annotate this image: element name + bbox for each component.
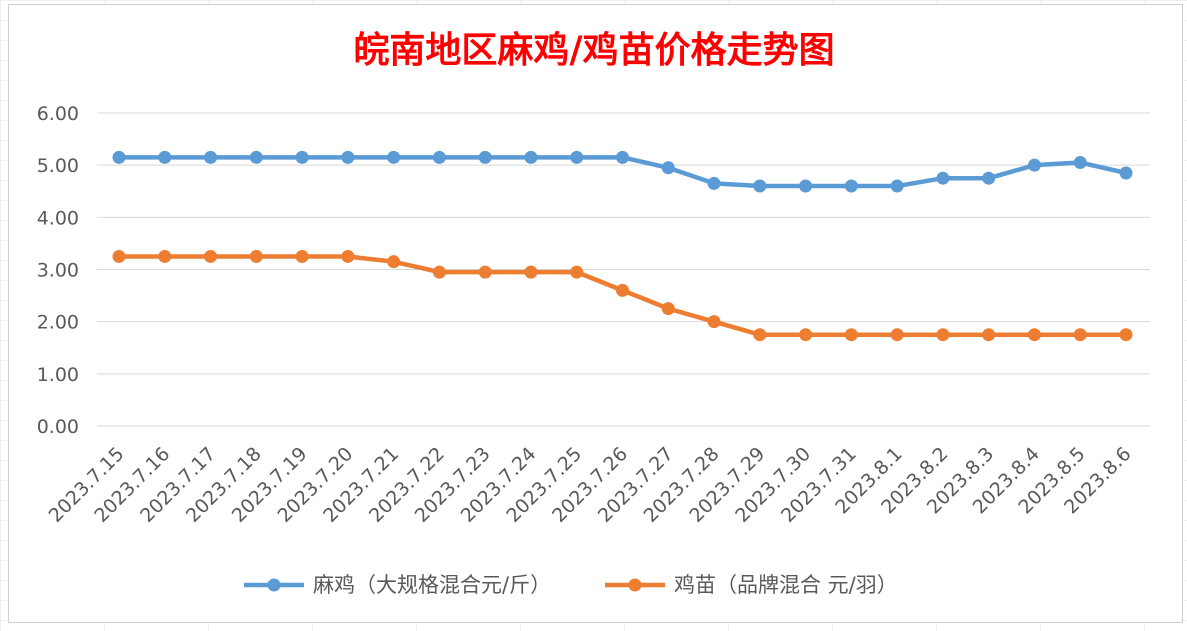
data-point [982,171,996,185]
data-point [890,179,904,193]
legend-label: 鸡苗（品牌混合 元/羽） [674,573,898,597]
data-point [341,150,355,164]
data-point [844,179,858,193]
data-point [112,249,126,263]
data-point [1119,328,1133,342]
data-point [799,328,813,342]
data-point [570,150,584,164]
legend-marker [267,578,281,592]
data-point [249,249,263,263]
data-point [524,150,538,164]
data-point [478,150,492,164]
data-point [661,161,675,175]
data-point [844,328,858,342]
data-point [616,283,629,297]
data-point [204,150,218,164]
series-2 [112,249,1133,342]
data-point [478,265,492,279]
gridlines [97,112,1150,427]
data-point [661,302,675,316]
y-tick-label: 3.00 [37,260,79,282]
legend-item-1: 麻鸡（大规格混合元/斤） [244,573,551,597]
legend-marker [628,578,642,592]
data-point [753,179,767,193]
data-point [432,265,446,279]
chart-title: 皖南地区麻鸡/鸡苗价格走势图 [353,29,834,71]
data-point [249,150,263,164]
y-tick-label: 6.00 [37,103,79,125]
legend: 麻鸡（大规格混合元/斤） 鸡苗（品牌混合 元/羽） [244,573,898,597]
data-point [707,315,721,329]
data-point [616,150,629,164]
data-point [158,150,172,164]
legend-item-2: 鸡苗（品牌混合 元/羽） [605,573,898,597]
data-point [1027,158,1041,172]
data-point [295,150,309,164]
data-point [1027,328,1041,342]
x-axis-ticks: 2023.7.152023.7.162023.7.172023.7.182023… [45,443,1136,527]
y-tick-label: 0.00 [37,416,79,438]
data-point [387,150,401,164]
data-point [753,328,767,342]
legend-label: 麻鸡（大规格混合元/斤） [313,573,551,597]
data-point [204,249,218,263]
data-point [524,265,538,279]
data-point [387,255,401,269]
data-point [341,249,355,263]
data-point [295,249,309,263]
data-point [1119,166,1133,180]
y-tick-label: 4.00 [37,207,79,229]
data-point [1073,156,1087,170]
series-1 [112,150,1133,193]
data-point [570,265,584,279]
data-point [936,171,950,185]
y-tick-label: 1.00 [37,364,79,386]
y-axis-ticks: 0.00 1.00 2.00 3.00 4.00 5.00 6.00 [37,103,79,438]
data-point [890,328,904,342]
data-point [799,179,813,193]
data-point [936,328,950,342]
chart-area [8,4,1183,623]
data-point [432,150,446,164]
data-point [707,176,721,190]
data-point [158,249,172,263]
series-group [112,150,1133,342]
data-point [112,150,126,164]
data-point [1073,328,1087,342]
y-tick-label: 5.00 [37,155,79,177]
y-tick-label: 2.00 [37,312,79,334]
data-point [982,328,996,342]
